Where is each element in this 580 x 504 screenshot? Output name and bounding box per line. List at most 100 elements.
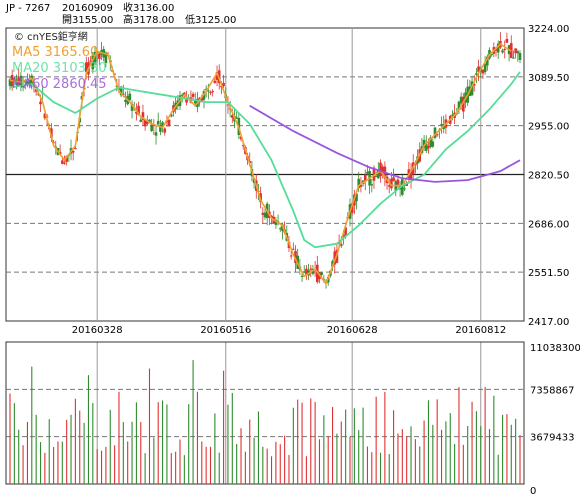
candle-body [61,160,64,164]
candle-body [516,51,520,54]
candle-body [342,234,345,237]
volume-panel-frame [5,341,525,485]
candle-body [483,63,487,73]
candle-body [429,137,432,147]
candle-body [26,81,29,86]
price-y-tick-label: 2955.00 [528,122,569,133]
candle-body [43,113,47,119]
candle-body [357,178,361,189]
candle-body [146,120,149,124]
candle-body [211,91,214,93]
candle-body [390,178,393,189]
candle-body [93,51,97,64]
candle-body [344,227,347,237]
candle-body [163,128,167,133]
legend-ma5: MA5 3165.60 [12,45,98,60]
candle-body [316,264,319,283]
candle-body [180,94,184,96]
candle-body [84,62,88,73]
candle-body [65,156,68,162]
candle-body [154,132,158,136]
candle-body [462,96,465,112]
candle-body [13,77,16,80]
candle-body [300,275,304,277]
candle-body [459,96,463,104]
candle-body [359,184,363,187]
candle-body [50,128,53,138]
candle-body [235,117,238,119]
candle-body [401,179,404,195]
price-y-tick-label: 3224.00 [528,24,569,35]
price-x-axis: 20160328 20160516 20160628 20160812 [72,325,506,336]
candle-body [261,212,265,215]
volume-y-tick-label: 11038300 [530,343,580,354]
candle-body [209,92,212,94]
candle-body [518,53,522,60]
candle-body [387,185,391,187]
candle-body [204,88,208,90]
candle-body [139,119,143,122]
candle-body [370,184,374,186]
candle-body [514,48,517,54]
candle-body [222,82,225,87]
open-label: 開3155.00 [62,14,113,26]
close-label: 收3136.00 [123,1,174,14]
candle-body [98,53,101,59]
candle-body [501,50,504,53]
candle-body [451,114,454,116]
candle-body [350,203,354,213]
symbol-label: JP - 7267 [5,3,50,14]
candle-body [226,104,230,106]
candle-body [141,112,145,120]
date-label: 20160909 [62,3,113,14]
candle-body [372,167,376,181]
price-x-tick-label: 20160812 [455,325,506,336]
price-grid [6,28,524,484]
candle-body [366,171,369,174]
candle-body [392,177,395,181]
candle-body [150,124,153,132]
price-x-tick-label: 20160328 [72,325,123,336]
candle-body [409,171,413,180]
candle-body [104,52,108,63]
candle-body [490,54,493,56]
candle-body [119,86,123,96]
candle-body [213,80,217,83]
candle-body [63,162,66,164]
candle-body [355,193,358,202]
price-x-tick-label: 20160628 [327,325,378,336]
candle-body [193,100,197,104]
candle-body [396,179,400,185]
candle-body [333,251,337,265]
candle-body [128,93,132,101]
candle-body [320,272,323,275]
candle-body [278,228,282,230]
candle-body [152,125,156,127]
candle-body [167,119,171,126]
candle-body [305,268,308,275]
candle-body [143,120,147,127]
candle-body [477,66,480,73]
candle-body [379,162,382,177]
candle-body [435,134,439,136]
candle-body [274,219,278,225]
candle-body [270,215,273,218]
price-y-tick-label: 2820.50 [528,171,569,182]
volume-grid [6,388,524,438]
ma-line-ma60 [249,104,521,183]
price-y-tick-label: 2686.00 [528,219,569,230]
candle-body [8,79,12,86]
price-y-axis: 3224.00 3089.50 2955.00 2820.50 2686.00 2551.… [528,24,569,328]
candle-body [422,139,426,148]
candle-body [207,90,210,92]
candle-body [337,242,341,244]
price-x-tick-label: 20160516 [200,325,251,336]
candle-body [470,81,474,96]
candle-body [34,89,38,92]
candle-body [148,119,151,123]
volume-y-tick-label: 0 [530,486,536,497]
candle-body [215,72,219,80]
low-label: 低3125.00 [185,13,236,26]
